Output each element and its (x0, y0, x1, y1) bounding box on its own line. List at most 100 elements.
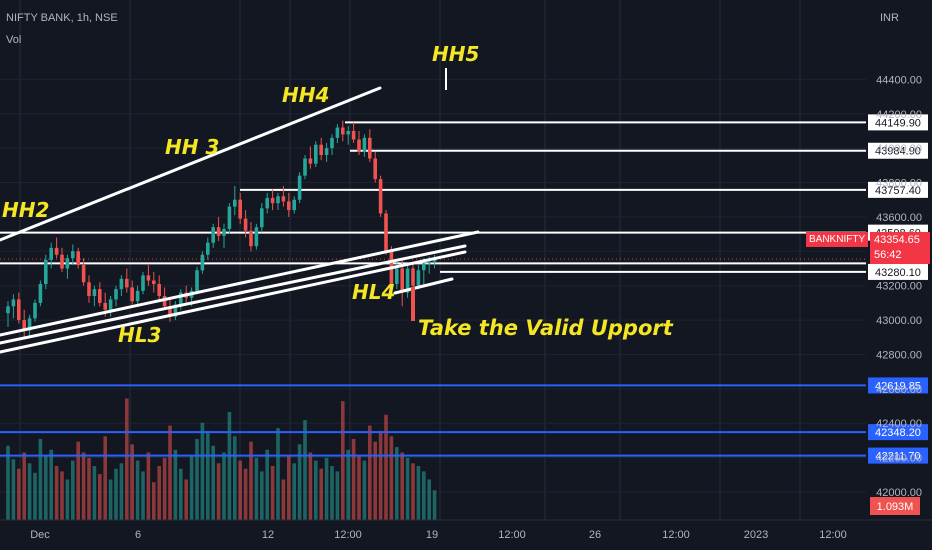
candle-body (292, 199, 296, 211)
candle-body (195, 270, 199, 291)
volume-bar (76, 441, 80, 520)
currency-label: INR (880, 12, 899, 24)
ticker-price: 43354.65 (874, 234, 920, 246)
volume-bar (44, 455, 48, 520)
candle-body (314, 144, 318, 164)
trend-line (0, 250, 467, 354)
candle-body (71, 251, 75, 259)
volume-bar (65, 479, 70, 520)
candle-body (206, 242, 210, 255)
price-level-tag-text: 43280.10 (875, 267, 921, 279)
volume-bars (6, 398, 437, 520)
volume-bar (422, 471, 426, 520)
volume-bar (238, 460, 242, 520)
volume-bar (308, 452, 313, 520)
time-axis-tick: 19 (426, 529, 438, 541)
volume-bar (297, 444, 302, 520)
volume-bar (98, 474, 102, 520)
candle-body (411, 268, 415, 286)
candle-body (395, 268, 399, 284)
volume-bar (270, 466, 275, 520)
volume-bar (22, 452, 26, 520)
volume-bar (189, 455, 194, 520)
volume-bar (303, 420, 307, 520)
volume-bar (157, 466, 161, 520)
volume-bar (119, 463, 124, 520)
volume-bar (378, 430, 383, 520)
candle-body (27, 318, 32, 331)
grid-lines (0, 0, 866, 520)
candle-body (341, 127, 345, 135)
price-axis-tick: 44200.00 (876, 109, 922, 121)
volume-bar (405, 457, 410, 520)
volume-bar (400, 452, 404, 520)
candle-body (76, 251, 80, 266)
time-axis-tick: 2023 (744, 529, 768, 541)
candle-body (152, 280, 156, 284)
candle-body (200, 254, 205, 271)
candle-body (17, 299, 21, 321)
trend-line (393, 277, 454, 295)
volume-bar (141, 471, 145, 520)
price-axis-tick: 44400.00 (876, 74, 922, 86)
candle-body (179, 292, 183, 305)
volume-bar (368, 425, 372, 520)
volume-bar (195, 439, 199, 520)
price-axis-tick: 42200.00 (876, 453, 922, 465)
candle-body (287, 201, 291, 211)
symbol-title[interactable]: NIFTY BANK, 1h, NSE (6, 12, 118, 24)
volume-bar (287, 455, 291, 520)
annotation-hh4: HH4 (282, 83, 330, 107)
candle-body (119, 278, 124, 290)
candle-body (308, 158, 313, 164)
volume-bar (6, 445, 10, 520)
candle-body (173, 304, 178, 317)
volume-bar (92, 466, 97, 520)
volume-indicator-label[interactable]: Vol (6, 34, 22, 46)
volume-bar (351, 439, 356, 520)
trend-line (0, 230, 480, 337)
volume-bar (114, 468, 118, 520)
volume-bar (162, 457, 167, 520)
candle-body (276, 196, 280, 204)
annotation-hl4: HL4 (352, 280, 396, 304)
price-level-tag-text: 44149.90 (875, 117, 921, 129)
candle-body (384, 213, 388, 252)
price-level-tag (868, 114, 928, 131)
volume-bar (33, 472, 37, 520)
candle-body (103, 302, 107, 310)
candle-body (265, 198, 269, 209)
price-axis-tick: 43600.00 (876, 212, 922, 224)
price-level-tag-text: 43984.90 (875, 146, 921, 158)
price-axis-tick: 42000.00 (876, 487, 922, 499)
volume-bar (341, 401, 345, 520)
candle-body (22, 320, 26, 331)
candle-body (243, 218, 248, 231)
candle-body (87, 282, 91, 297)
volume-bar (71, 460, 75, 520)
time-axis-tick: 12:00 (662, 529, 690, 541)
volume-bar (389, 436, 394, 520)
candle-body (254, 227, 259, 247)
volume-bar (130, 444, 134, 520)
time-axis-tick: 6 (135, 529, 141, 541)
price-level-tag (868, 142, 928, 159)
price-axis: 44149.9043984.9043757.4043508.6043280.10… (868, 74, 928, 515)
candle-body (162, 296, 167, 307)
candle-body (44, 259, 48, 284)
candle-body (108, 299, 113, 310)
time-axis-tick: 12 (262, 529, 274, 541)
volume-bar (416, 466, 421, 520)
time-axis-tick: 26 (589, 529, 601, 541)
candle-body (270, 198, 275, 204)
volume-bar (373, 441, 377, 520)
volume-bar (432, 490, 437, 520)
candle-body (373, 158, 377, 180)
candle-body (168, 306, 172, 317)
candle-body (324, 148, 329, 156)
volume-bar (87, 457, 91, 520)
price-level-tag (868, 263, 928, 280)
volume-bar (27, 463, 32, 520)
volume-bar (103, 436, 107, 520)
